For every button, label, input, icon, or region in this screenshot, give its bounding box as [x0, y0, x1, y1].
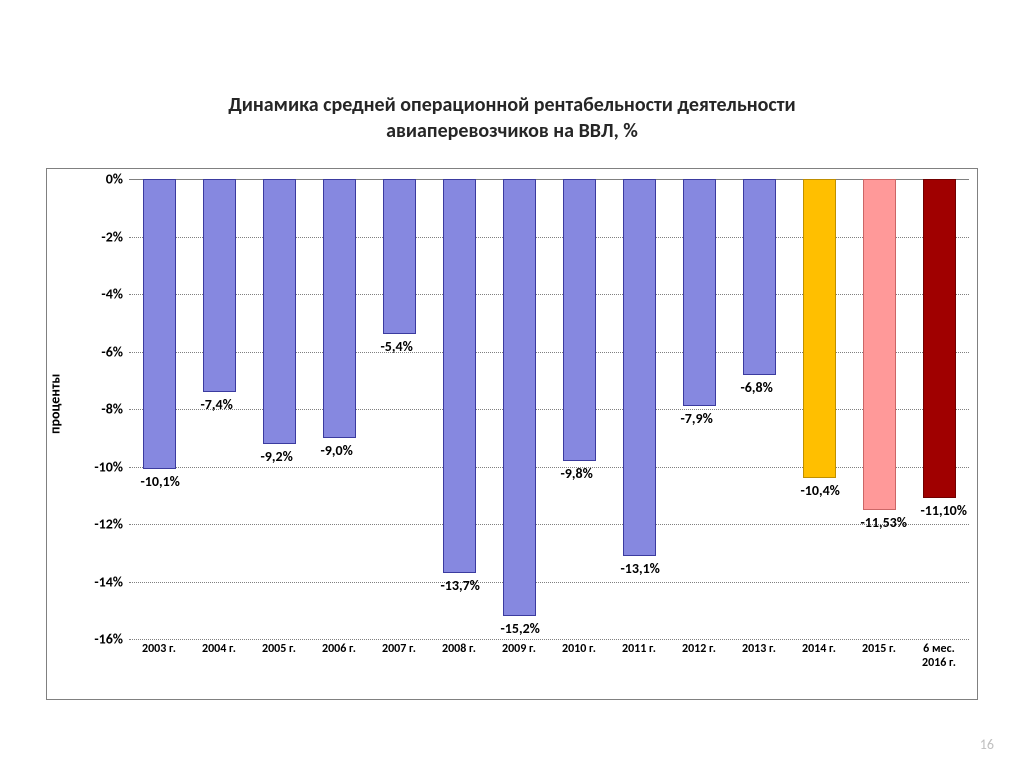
y-tick-label: -10% [94, 458, 129, 475]
y-tick-label: -14% [94, 573, 129, 590]
grid-line [129, 294, 969, 295]
chart-container: проценты 0%-2%-4%-6%-8%-10%-12%-14%-16%-… [46, 168, 978, 700]
x-tick-label: 2006 г. [322, 639, 356, 657]
bar [503, 179, 536, 616]
data-label: -15,2% [501, 620, 540, 637]
bar [383, 179, 416, 334]
data-label: -7,4% [201, 396, 233, 413]
x-tick-label: 2015 г. [862, 639, 896, 657]
bar [923, 179, 956, 498]
data-label: -13,7% [441, 577, 480, 594]
y-axis-title: проценты [47, 374, 64, 434]
bar [443, 179, 476, 573]
x-tick-label: 2011 г. [622, 639, 656, 657]
x-tick-label: 2010 г. [562, 639, 596, 657]
x-tick-label: 2014 г. [802, 639, 836, 657]
y-tick-label: -16% [94, 631, 129, 648]
x-tick-label: 2007 г. [382, 639, 416, 657]
x-tick-label: 2008 г. [442, 639, 476, 657]
grid-line [129, 409, 969, 410]
y-tick-label: -2% [101, 228, 129, 245]
plot-area: 0%-2%-4%-6%-8%-10%-12%-14%-16%-10,1%2003… [129, 179, 969, 639]
grid-line [129, 639, 969, 640]
bar [743, 179, 776, 375]
bar [803, 179, 836, 478]
grid-line [129, 352, 969, 353]
grid-line [129, 524, 969, 525]
page-number: 16 [980, 736, 994, 753]
y-tick-label: -6% [101, 343, 129, 360]
x-tick-label: 2009 г. [502, 639, 536, 657]
bar [623, 179, 656, 556]
chart-title: Динамика средней операционной рентабельн… [0, 92, 1024, 144]
grid-line [129, 237, 969, 238]
x-tick-label: 2012 г. [682, 639, 716, 657]
bar [203, 179, 236, 392]
bar [323, 179, 356, 438]
bar [863, 179, 896, 510]
data-label: -9,2% [261, 448, 293, 465]
grid-line [129, 467, 969, 468]
bar [563, 179, 596, 461]
data-label: -9,8% [561, 465, 593, 482]
x-tick-label: 2013 г. [742, 639, 776, 657]
y-tick-label: -12% [94, 516, 129, 533]
bar [143, 179, 176, 469]
x-tick-label: 2005 г. [262, 639, 296, 657]
y-tick-label: -8% [101, 401, 129, 418]
data-label: -5,4% [381, 338, 413, 355]
data-label: -11,10% [921, 502, 967, 519]
data-label: -13,1% [621, 560, 660, 577]
data-label: -10,4% [801, 482, 840, 499]
x-tick-label: 6 мес.2016 г. [922, 639, 956, 671]
grid-line [129, 179, 969, 180]
data-label: -11,53% [861, 514, 907, 531]
y-tick-label: 0% [106, 171, 129, 188]
data-label: -6,8% [741, 379, 773, 396]
title-line-2: авиаперевозчиков на ВВЛ, % [0, 118, 1024, 144]
bar [263, 179, 296, 444]
data-label: -9,0% [321, 442, 353, 459]
grid-line [129, 582, 969, 583]
data-label: -10,1% [141, 473, 180, 490]
data-label: -7,9% [681, 410, 713, 427]
title-line-1: Динамика средней операционной рентабельн… [0, 92, 1024, 118]
x-tick-label: 2003 г. [142, 639, 176, 657]
y-tick-label: -4% [101, 286, 129, 303]
x-tick-label: 2004 г. [202, 639, 236, 657]
bar [683, 179, 716, 406]
